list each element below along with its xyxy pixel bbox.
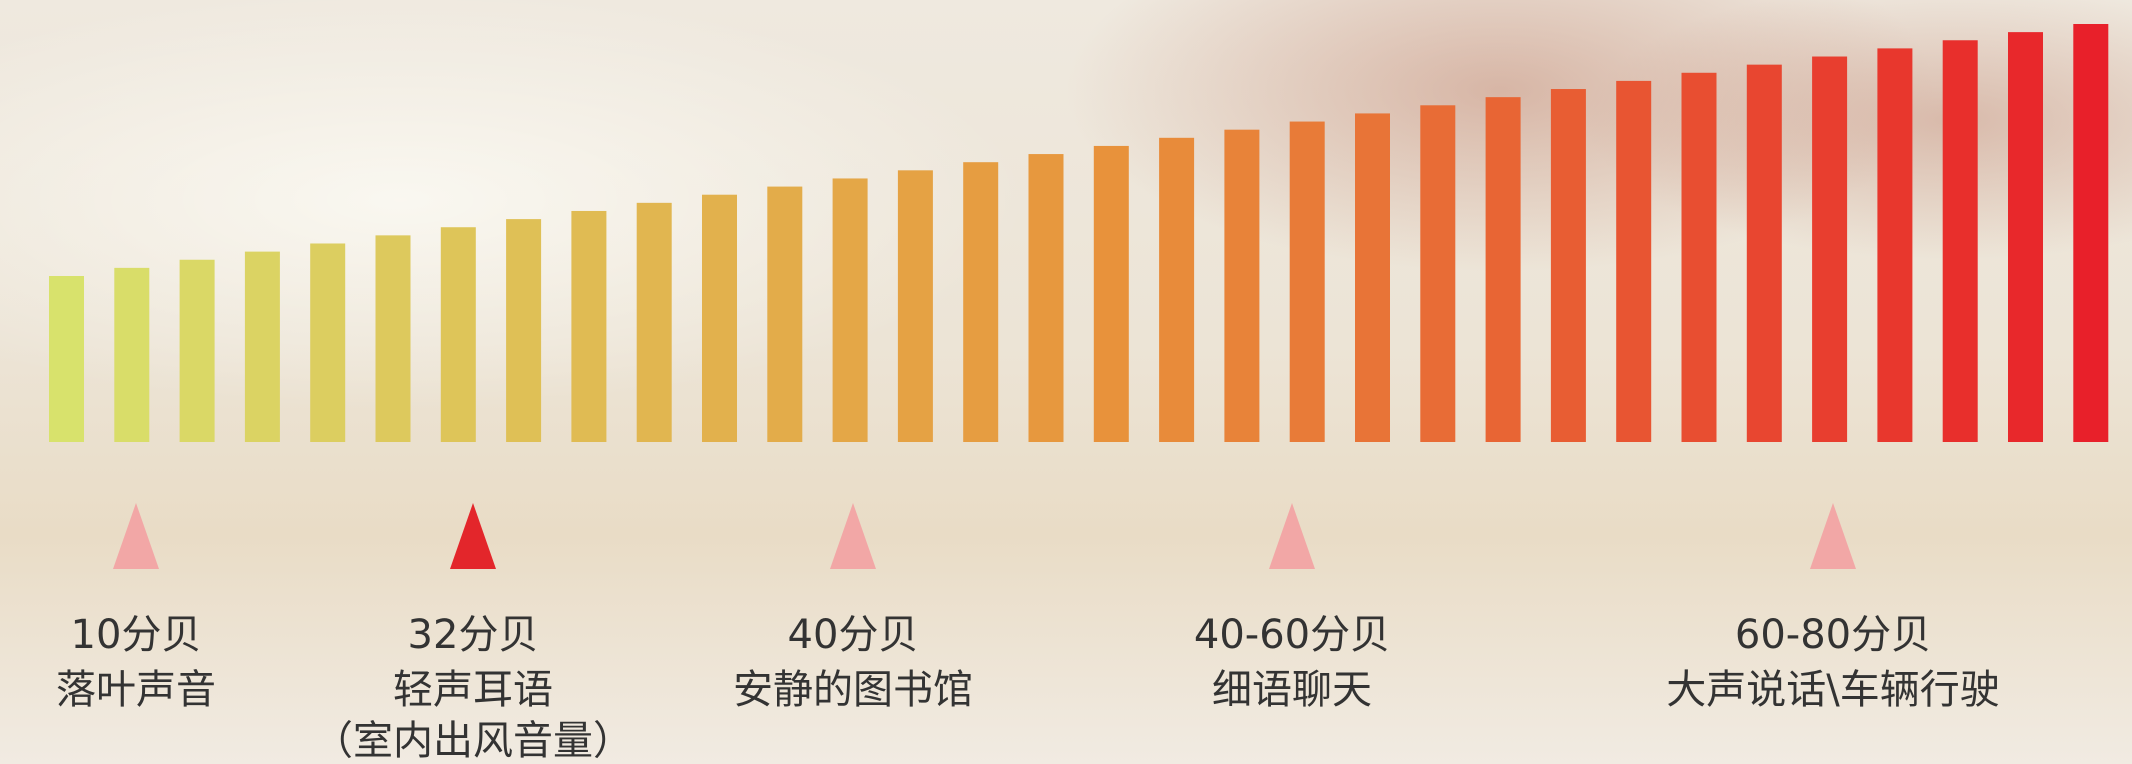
level-label: 安静的图书馆 <box>733 667 973 713</box>
scale-bar <box>1485 97 1521 443</box>
marker-triangle <box>1810 503 1856 569</box>
scale-bar <box>767 186 803 442</box>
scale-bar <box>2073 24 2109 442</box>
level-text: 10分贝 <box>70 612 202 658</box>
scale-bar <box>310 243 346 442</box>
marker-triangle <box>113 503 159 569</box>
scale-bar <box>1420 105 1456 443</box>
scale-bar <box>832 178 868 443</box>
scale-bar <box>963 162 999 442</box>
scale-bar <box>1550 89 1586 442</box>
scale-bar <box>636 202 672 442</box>
scale-bar <box>1159 137 1195 442</box>
level-label: 落叶声音 <box>56 667 216 713</box>
scale-bar <box>1681 72 1717 442</box>
scale-bar <box>1616 80 1652 442</box>
level-label: 细语聊天 <box>1212 667 1372 713</box>
scale-bar <box>1028 154 1064 442</box>
scale-bar <box>49 276 84 442</box>
scale-bar <box>897 170 933 443</box>
scale-bar <box>1812 56 1848 443</box>
scale-bar <box>2008 32 2043 443</box>
level-label: 轻声耳语 <box>393 667 553 713</box>
marker-triangle-active <box>450 503 496 569</box>
scale-bar <box>1224 129 1260 442</box>
scale-bar <box>375 235 411 442</box>
scale-bar <box>571 210 607 442</box>
marker-triangle <box>830 503 876 569</box>
scale-bar <box>1942 40 1978 443</box>
level-text: 40分贝 <box>787 612 919 658</box>
level-text: 32分贝 <box>407 612 539 658</box>
level-label: 大声说话\车辆行驶 <box>1666 667 2000 713</box>
marker-triangle <box>1269 503 1315 569</box>
scale-bar <box>440 227 476 442</box>
scale-bar <box>244 251 280 442</box>
scale-bar <box>1877 48 1913 443</box>
scale-bar <box>114 267 150 442</box>
scale-bar <box>702 194 737 442</box>
scale-bar <box>1746 64 1782 442</box>
level-note: （室内出风音量） <box>313 718 633 764</box>
scale-bar <box>1289 121 1325 442</box>
scale-bar <box>179 259 215 442</box>
scale-bar <box>506 219 542 442</box>
level-text: 60-80分贝 <box>1734 612 1932 658</box>
level-text: 40-60分贝 <box>1193 612 1391 658</box>
scale-bar <box>1093 145 1129 442</box>
scale-bar <box>1355 113 1390 442</box>
